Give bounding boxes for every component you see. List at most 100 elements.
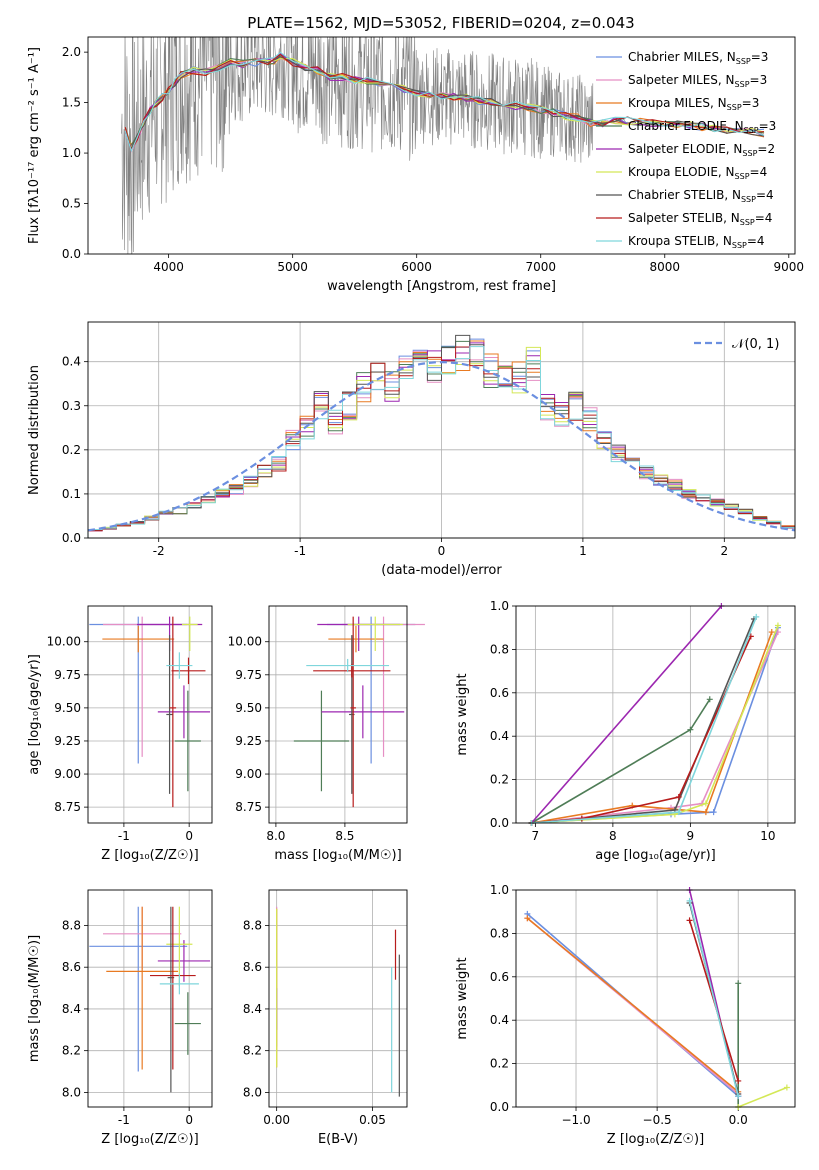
x-tick-label: −1.0 <box>561 1113 590 1127</box>
legend-label: 𝒩(0, 1) <box>732 337 779 352</box>
mass-weight-line <box>688 900 739 1097</box>
y-tick-label: 0.4 <box>62 355 81 369</box>
mass-weight-marker <box>735 1093 742 1100</box>
x-axis-label: (data-model)/error <box>381 563 502 578</box>
y-tick-label: 0.4 <box>490 1013 509 1027</box>
model-spectrum-line <box>124 53 765 152</box>
x-tick-label: -2 <box>153 544 165 558</box>
x-tick-label: 2 <box>720 544 728 558</box>
y-tick-label: 0.2 <box>490 1057 509 1071</box>
mass-weight-vs-metallicity-plot: −1.0 −0.5 0.0 0.0 0.2 0.4 0.6 0.8 1.0 Z [log₁₀(Z/… <box>455 883 796 1147</box>
error-bar-points <box>89 616 211 808</box>
x-axis-label: age [log₁₀(age/yr)] <box>595 848 716 863</box>
x-tick-label: 5000 <box>277 260 308 274</box>
weight-series <box>524 887 790 1110</box>
mass-weight-line <box>526 917 739 1093</box>
x-tick-label: 0.00 <box>263 1113 290 1127</box>
x-tick-label: -1 <box>118 829 130 843</box>
y-tick-label: 8.75 <box>54 800 81 814</box>
x-axis-label: wavelength [Angstrom, rest frame] <box>327 279 556 294</box>
mass-weight-line <box>531 636 752 824</box>
residual-histogram-plot: -2 -1 0 1 2 0.0 0.1 0.2 0.3 0.4 (data-model)/error… <box>27 321 796 578</box>
histogram-step-line <box>87 346 795 538</box>
mass-weight-marker <box>783 1084 790 1091</box>
mass-weight-marker <box>524 915 531 922</box>
x-axis-label: Z [log₁₀(Z/Z☉)] <box>101 1132 198 1147</box>
mass-weight-marker <box>735 980 742 987</box>
y-tick-label: 0.2 <box>62 443 81 457</box>
x-tick-label: 8 <box>609 829 617 843</box>
y-tick-label: 9.00 <box>54 767 81 781</box>
y-tick-label: 9.75 <box>54 668 81 682</box>
y-tick-label: 9.25 <box>54 734 81 748</box>
plot-frame <box>268 889 408 1108</box>
mass-weight-marker <box>768 629 775 636</box>
y-tick-label: 8.75 <box>235 800 262 814</box>
x-tick-label: 8.5 <box>335 829 354 843</box>
y-tick-label: 8.4 <box>243 1002 262 1016</box>
legend-label: Kroupa STELIB, NSSP=4 <box>628 234 765 250</box>
x-tick-label: −0.5 <box>643 1113 672 1127</box>
grid-lines <box>88 606 212 823</box>
y-tick-label: 0.4 <box>490 729 509 743</box>
y-tick-label: 8.2 <box>243 1044 262 1058</box>
x-axis-label: E(B-V) <box>318 1132 358 1147</box>
grid-lines <box>516 605 795 824</box>
grid-lines <box>88 890 212 1107</box>
x-tick-label: 0 <box>185 829 193 843</box>
x-axis-label: Z [log₁₀(Z/Z☉)] <box>101 848 198 863</box>
model-spectrum-line <box>124 55 765 151</box>
ticks: 0.00 0.05 8.0 8.2 8.4 8.6 8.8 <box>243 918 386 1127</box>
x-axis-label: Z [log₁₀(Z/Z☉)] <box>607 1132 704 1147</box>
y-tick-label: 0.1 <box>62 487 81 501</box>
x-tick-label: 9 <box>687 829 695 843</box>
figure-title: PLATE=1562, MJD=53052, FIBERID=0204, z=0… <box>247 14 634 32</box>
mass-weight-vs-age-plot: 7 8 9 10 0.0 0.2 0.4 0.6 0.8 1.0 age [log₁₀(age/yr… <box>455 599 796 863</box>
y-tick-label: 8.4 <box>62 1002 81 1016</box>
x-tick-label: 4000 <box>153 260 184 274</box>
error-bar-points <box>293 616 425 808</box>
x-tick-label: 0.05 <box>359 1113 386 1127</box>
mass-weight-marker <box>675 809 682 816</box>
ticks: 4000 5000 6000 7000 8000 9000 0.0 0.5 1.0 1.5 2.0 <box>62 45 804 274</box>
plot-frame <box>87 605 213 824</box>
x-tick-label: 7 <box>532 829 540 843</box>
x-tick-label: 0 <box>438 544 446 558</box>
error-bar-points <box>276 906 400 1097</box>
x-tick-label: 8.0 <box>266 829 285 843</box>
y-axis-label: mass weight <box>455 673 470 755</box>
y-tick-label: 8.2 <box>62 1044 81 1058</box>
x-tick-label: 9000 <box>774 260 805 274</box>
y-tick-label: 0.6 <box>490 970 509 984</box>
mass-weight-marker <box>686 917 693 924</box>
y-tick-label: 8.0 <box>62 1085 81 1099</box>
y-tick-label: 0.0 <box>490 1100 509 1114</box>
y-tick-label: 9.50 <box>54 701 81 715</box>
mass-vs-metallicity-plot: -1 0 8.0 8.2 8.4 8.6 8.8 Z [log₁₀(Z/Z☉)] mass [l… <box>27 889 213 1147</box>
ticks: 8.0 8.5 8.75 9.00 9.25 9.50 9.75 10.00 <box>228 635 355 843</box>
y-tick-label: 8.8 <box>243 918 262 932</box>
mass-vs-extinction-plot: 0.00 0.05 8.0 8.2 8.4 8.6 8.8 E(B-V) <box>243 889 408 1147</box>
y-tick-label: 1.0 <box>490 883 509 897</box>
model-spectrum-line <box>124 51 765 153</box>
ticks: −1.0 −0.5 0.0 0.0 0.2 0.4 0.6 0.8 1.0 <box>490 883 748 1127</box>
ticks: -1 0 8.75 9.00 9.25 9.50 9.75 10.00 <box>47 635 193 843</box>
y-tick-label: 0.2 <box>490 773 509 787</box>
y-tick-label: 1.0 <box>62 146 81 160</box>
mass-weight-marker <box>753 613 760 620</box>
spectrum-curves <box>121 37 765 254</box>
y-tick-label: 9.75 <box>235 668 262 682</box>
y-tick-label: 0.0 <box>62 531 81 545</box>
mass-weight-line <box>531 698 711 824</box>
spectrum-plot: 4000 5000 6000 7000 8000 9000 0.0 0.5 1.0 1.5 2.0 w… <box>27 36 804 294</box>
mass-weight-line <box>530 605 723 824</box>
mass-weight-marker <box>687 726 694 733</box>
y-tick-label: 10.00 <box>228 635 262 649</box>
mass-weight-line <box>531 631 779 824</box>
plot-frame <box>87 889 213 1108</box>
x-tick-label: 6000 <box>401 260 432 274</box>
mass-weight-marker <box>702 800 709 807</box>
legend-label: Salpeter ELODIE, NSSP=2 <box>628 142 775 158</box>
ticks: -1 0 8.0 8.2 8.4 8.6 8.8 <box>62 918 193 1127</box>
y-axis-label: Flux [fλ10⁻¹⁷ erg cm⁻² s⁻¹ A⁻¹] <box>27 47 42 244</box>
